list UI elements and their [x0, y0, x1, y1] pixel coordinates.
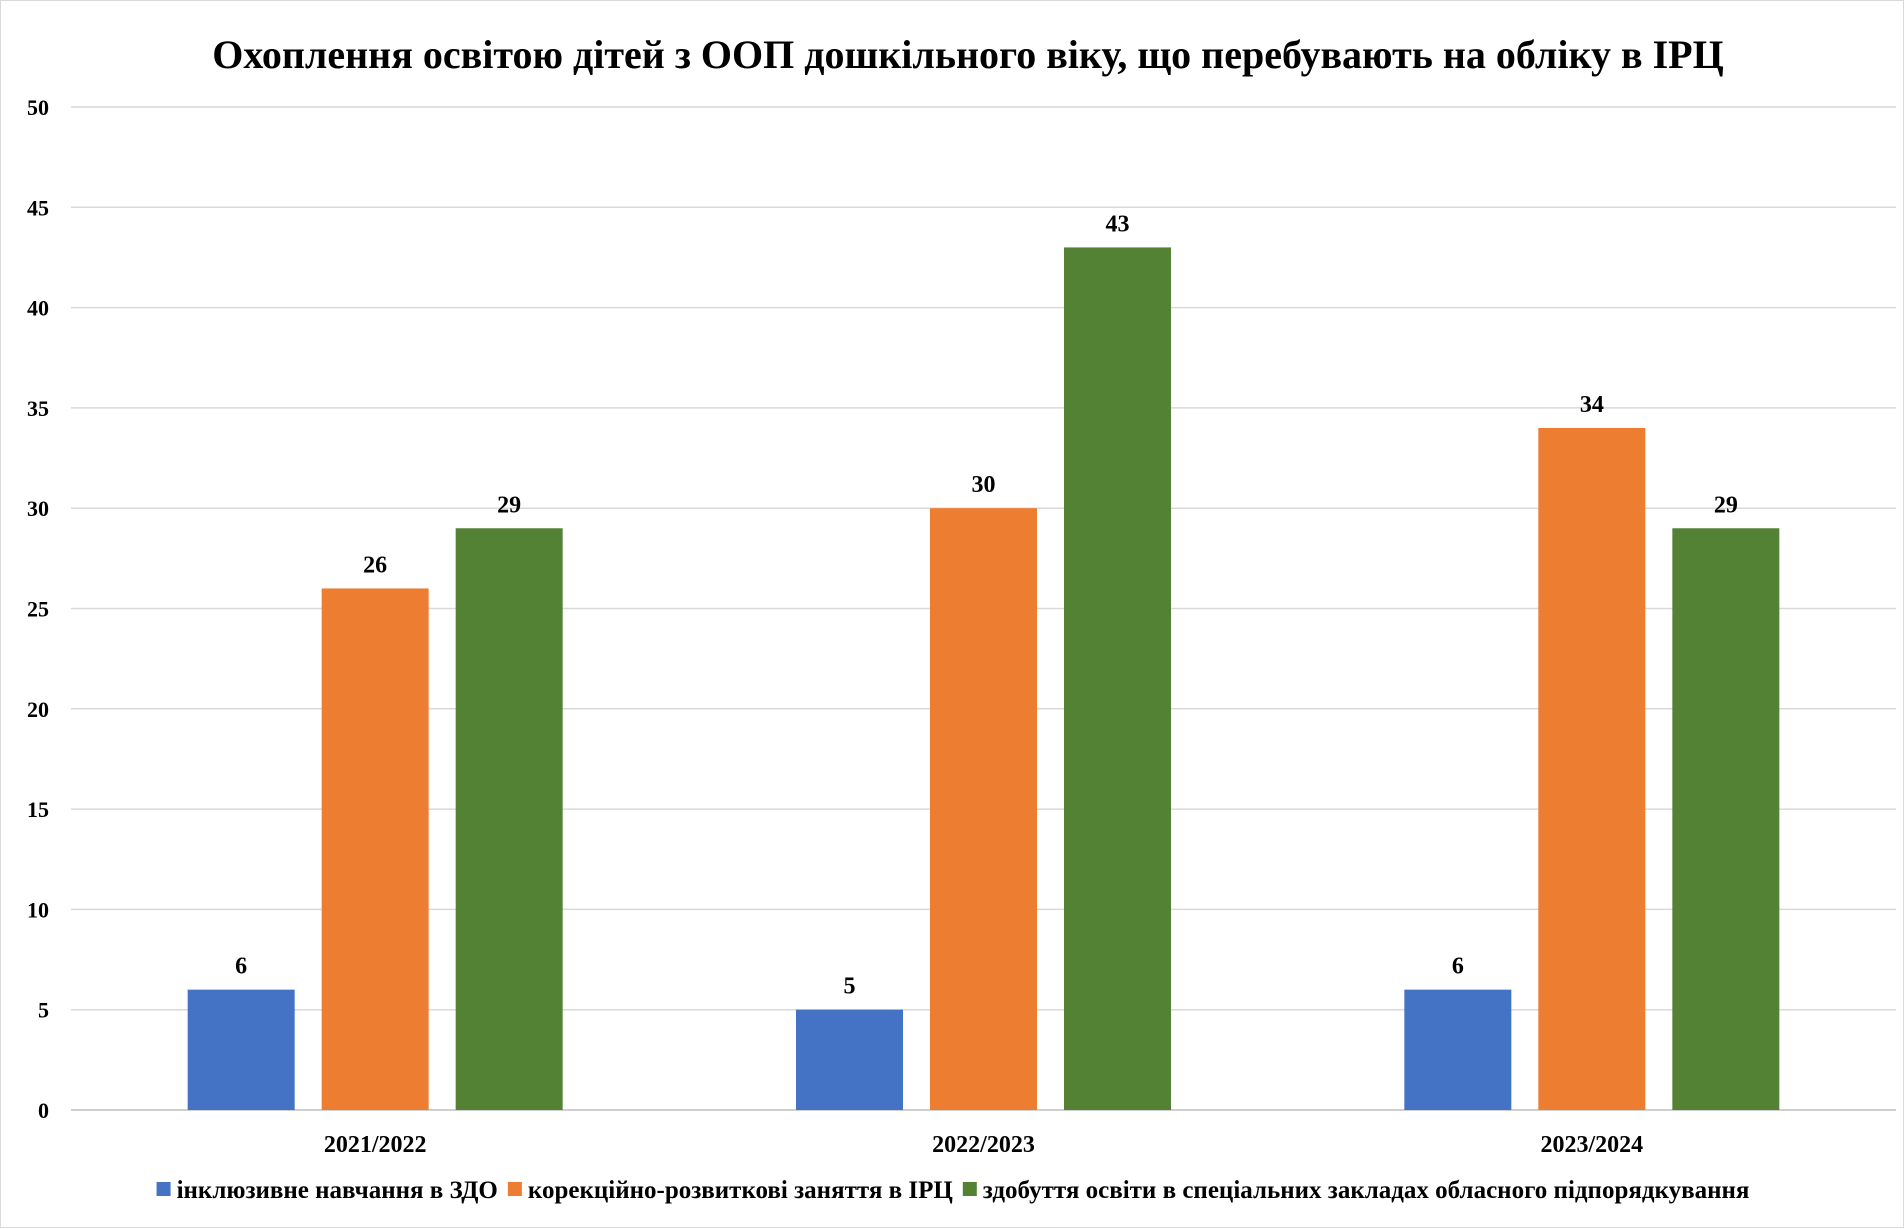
y-tick-label: 10	[27, 897, 49, 922]
data-label: 30	[972, 472, 996, 498]
data-label: 6	[1452, 954, 1464, 980]
y-tick-label: 0	[38, 1098, 49, 1123]
bar	[1672, 528, 1780, 1110]
data-label: 29	[1714, 492, 1738, 518]
legend-swatch	[962, 1182, 977, 1196]
y-tick-label: 45	[27, 195, 49, 220]
labels-layer: 0 5 10 15 20 25 30 35 40 45 50 6 26 29 2021/2022 5 30 43 2…	[27, 95, 1738, 1158]
data-label: 43	[1106, 211, 1130, 237]
bar	[930, 508, 1037, 1110]
chart-title: Охоплення освітою дітей з ООП дошкільног…	[212, 32, 1723, 77]
y-tick-label: 5	[38, 998, 49, 1023]
y-tick-label: 20	[27, 697, 49, 722]
legend-swatch	[156, 1182, 171, 1196]
data-label: 5	[844, 974, 856, 1000]
x-category-label: 2022/2023	[932, 1132, 1035, 1158]
bar	[321, 588, 429, 1110]
data-label: 6	[235, 954, 247, 980]
x-category-label: 2021/2022	[324, 1132, 427, 1158]
data-label: 29	[497, 492, 521, 518]
legend-label: корекційно-розвиткові заняття в ІРЦ	[528, 1177, 953, 1204]
bar	[1538, 427, 1646, 1111]
legend-swatch	[507, 1182, 522, 1196]
bars-layer	[187, 247, 1780, 1111]
y-tick-label: 35	[27, 396, 49, 421]
data-label: 34	[1580, 392, 1604, 418]
y-tick-label: 50	[27, 95, 49, 120]
y-tick-label: 40	[27, 296, 49, 321]
bar	[187, 989, 295, 1110]
bar	[455, 528, 563, 1110]
legend-item: здобуття освіти в спеціальних закладах о…	[962, 1177, 1750, 1204]
legend: інклюзивне навчання в ЗДО корекційно-розв…	[156, 1177, 1750, 1204]
bar	[796, 1009, 903, 1110]
data-label: 26	[363, 552, 387, 578]
legend-item: корекційно-розвиткові заняття в ІРЦ	[507, 1177, 953, 1204]
legend-item: інклюзивне навчання в ЗДО	[156, 1177, 498, 1204]
legend-label: інклюзивне навчання в ЗДО	[177, 1177, 498, 1204]
legend-label: здобуття освіти в спеціальних закладах о…	[983, 1177, 1750, 1204]
x-category-label: 2023/2024	[1540, 1132, 1643, 1158]
bar	[1064, 247, 1171, 1111]
bar	[1404, 989, 1512, 1110]
y-tick-label: 30	[27, 496, 49, 521]
y-tick-label: 15	[27, 797, 49, 822]
y-tick-label: 25	[27, 597, 49, 622]
